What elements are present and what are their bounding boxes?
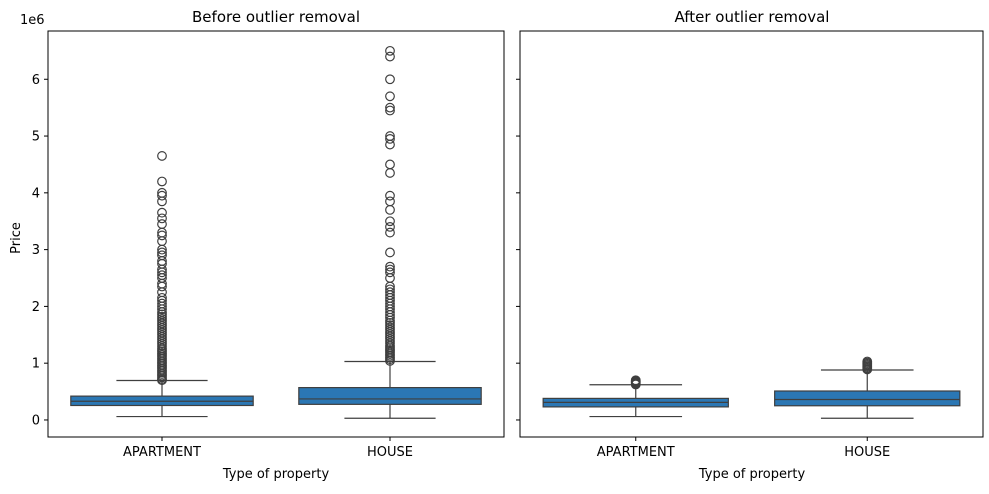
outlier-point — [385, 168, 395, 178]
outlier-point — [157, 151, 167, 161]
panel-after: After outlier removal Type of property A… — [516, 8, 984, 482]
chart-title: Before outlier removal — [192, 8, 360, 26]
outlier-point — [157, 176, 167, 187]
x-axis-label: Type of property — [698, 467, 806, 482]
outlier-point — [385, 105, 395, 116]
outlier-point — [157, 190, 167, 201]
outlier-point — [385, 222, 395, 232]
outlier-point — [385, 74, 395, 85]
outlier-point — [385, 45, 395, 56]
axes-frame — [519, 30, 984, 438]
box-house — [774, 390, 961, 407]
x-tick-label: HOUSE — [844, 445, 890, 460]
outlier-point — [385, 247, 395, 258]
outlier-point — [157, 230, 167, 241]
panel-before: Before outlier removal 1e6 Price Type of… — [9, 8, 505, 482]
outlier-point — [385, 287, 395, 298]
axes-frame — [47, 30, 505, 438]
y-axis-scale-label: 1e6 — [20, 13, 45, 28]
x-tick-label: APARTMENT — [123, 445, 201, 460]
box-house — [298, 386, 482, 405]
outlier-point — [385, 284, 395, 295]
x-axis-label: Type of property — [222, 467, 330, 482]
y-tick-label: 2 — [32, 300, 40, 315]
outlier-point — [157, 213, 167, 224]
x-tick-label: HOUSE — [367, 445, 413, 460]
outlier-point — [385, 131, 395, 141]
outlier-point — [157, 187, 167, 198]
outlier-point — [385, 159, 395, 170]
outlier-point — [385, 261, 395, 272]
outlier-point — [385, 196, 395, 207]
outlier-point — [385, 204, 395, 215]
y-axis-label: Price — [9, 222, 24, 254]
outlier-point — [385, 190, 395, 201]
outlier-point — [157, 298, 167, 309]
y-tick-label: 5 — [32, 130, 40, 145]
outlier-point — [385, 267, 395, 278]
y-tick-label: 6 — [32, 73, 40, 88]
outlier-point — [385, 91, 395, 102]
outlier-point — [157, 207, 167, 218]
y-tick-label: 0 — [32, 413, 40, 428]
outlier-point — [385, 227, 395, 238]
y-tick-label: 3 — [32, 243, 40, 258]
x-tick-label: APARTMENT — [597, 445, 675, 460]
outlier-point — [385, 133, 395, 144]
outlier-point — [385, 102, 395, 113]
outlier-point — [157, 292, 167, 303]
outlier-point — [862, 356, 873, 367]
outlier-point — [385, 264, 395, 275]
y-tick-label: 4 — [32, 186, 40, 201]
outlier-point — [157, 219, 167, 229]
outlier-point — [157, 250, 167, 261]
outlier-point — [157, 270, 167, 281]
outlier-point — [630, 375, 641, 386]
chart-title: After outlier removal — [675, 8, 830, 26]
outlier-point — [157, 247, 167, 258]
outlier-point — [385, 216, 395, 227]
outlier-point — [385, 51, 395, 62]
y-tick-label: 1 — [32, 357, 40, 372]
